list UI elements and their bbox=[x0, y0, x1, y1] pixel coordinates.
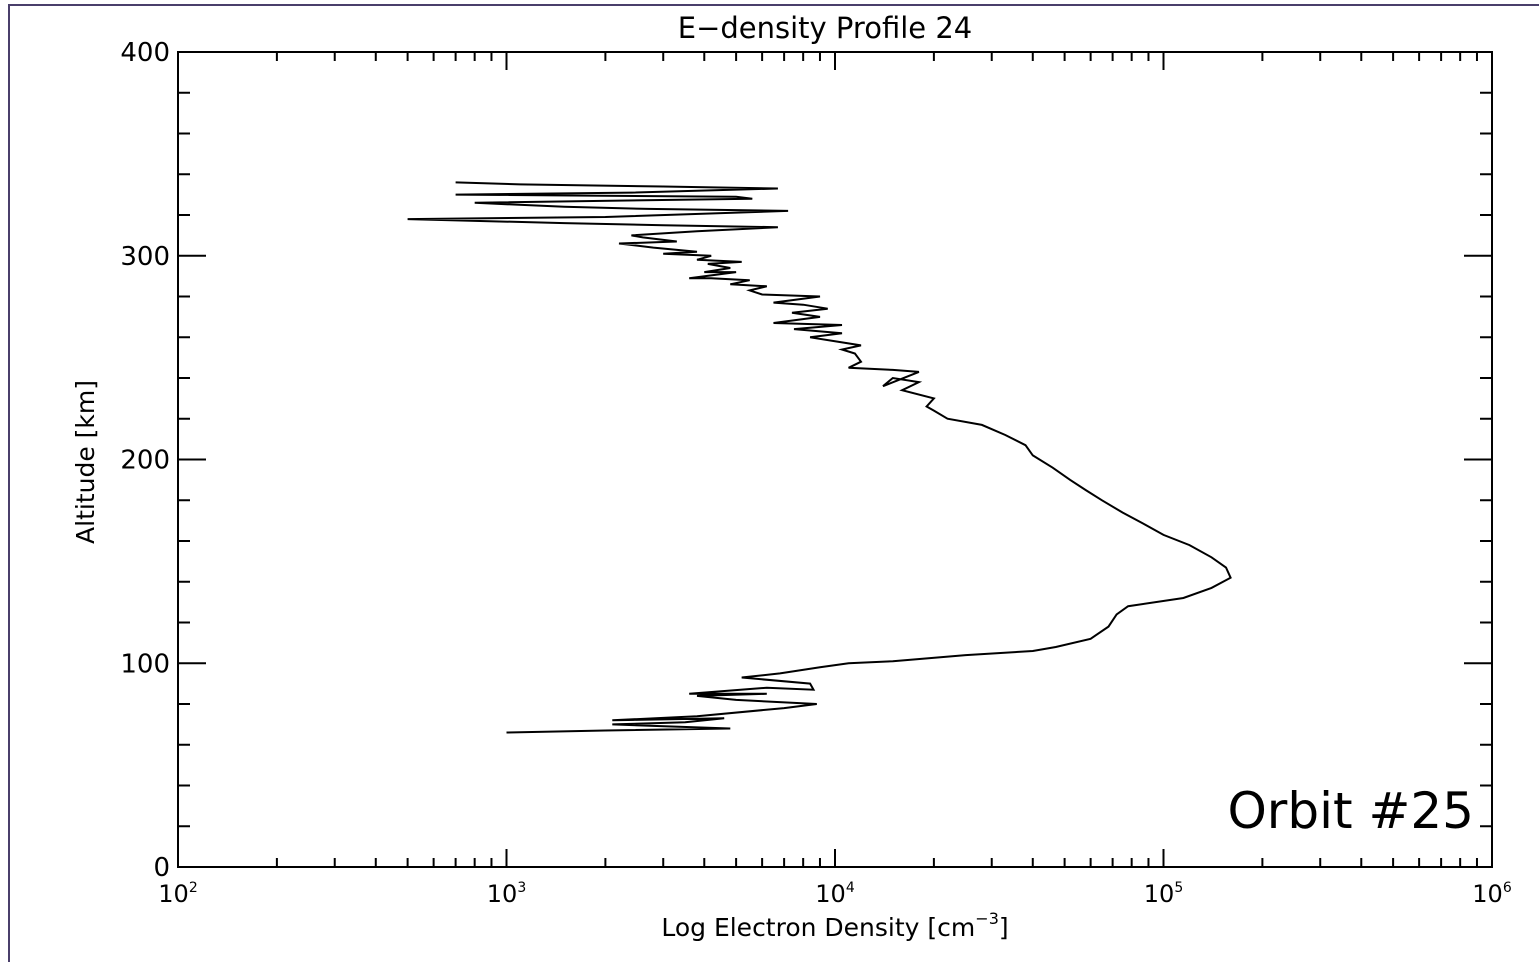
x-tick-label: 102 bbox=[158, 880, 197, 908]
x-tick-label-base: 10 bbox=[487, 880, 518, 908]
x-tick-labels: 102 103 104 105 106 bbox=[158, 880, 1512, 908]
x-tick-label-base: 10 bbox=[815, 880, 846, 908]
x-tick-label-base: 10 bbox=[158, 880, 189, 908]
x-tick-label-exponent: 2 bbox=[189, 880, 198, 896]
y-tick-label: 100 bbox=[120, 649, 170, 679]
y-tick-label: 0 bbox=[153, 853, 170, 883]
plot-area-border bbox=[177, 51, 1493, 868]
x-axis-label-exponent: −3 bbox=[975, 909, 999, 928]
x-tick-label-exponent: 6 bbox=[1503, 880, 1512, 896]
x-axis-label: Log Electron Density [cm−3] bbox=[661, 909, 1008, 942]
y-tick-label: 300 bbox=[120, 242, 170, 272]
axis-ticks bbox=[177, 51, 1493, 868]
x-tick-label-base: 10 bbox=[1144, 880, 1175, 908]
y-tick-labels: 0 100 200 300 400 bbox=[120, 38, 170, 883]
x-tick-label-exponent: 3 bbox=[517, 880, 526, 896]
x-tick-label-base: 10 bbox=[1472, 880, 1503, 908]
x-tick-label-exponent: 4 bbox=[846, 880, 855, 896]
chart-title: E−density Profile 24 bbox=[678, 11, 972, 45]
x-axis-label-main: Log Electron Density [cm bbox=[661, 913, 975, 942]
y-axis-label: Altitude [km] bbox=[71, 380, 100, 544]
chart-frame bbox=[8, 4, 1539, 962]
x-tick-label: 103 bbox=[487, 880, 526, 908]
x-axis-label-end: ] bbox=[999, 913, 1009, 942]
y-tick-label: 400 bbox=[120, 38, 170, 68]
x-tick-label: 105 bbox=[1144, 880, 1183, 908]
x-tick-label: 106 bbox=[1472, 880, 1512, 908]
y-tick-label: 200 bbox=[120, 446, 170, 476]
orbit-annotation: Orbit #25 bbox=[1227, 782, 1474, 840]
x-tick-label-exponent: 5 bbox=[1174, 880, 1183, 896]
density-profile-line bbox=[407, 181, 1232, 734]
x-tick-label: 104 bbox=[815, 880, 855, 908]
